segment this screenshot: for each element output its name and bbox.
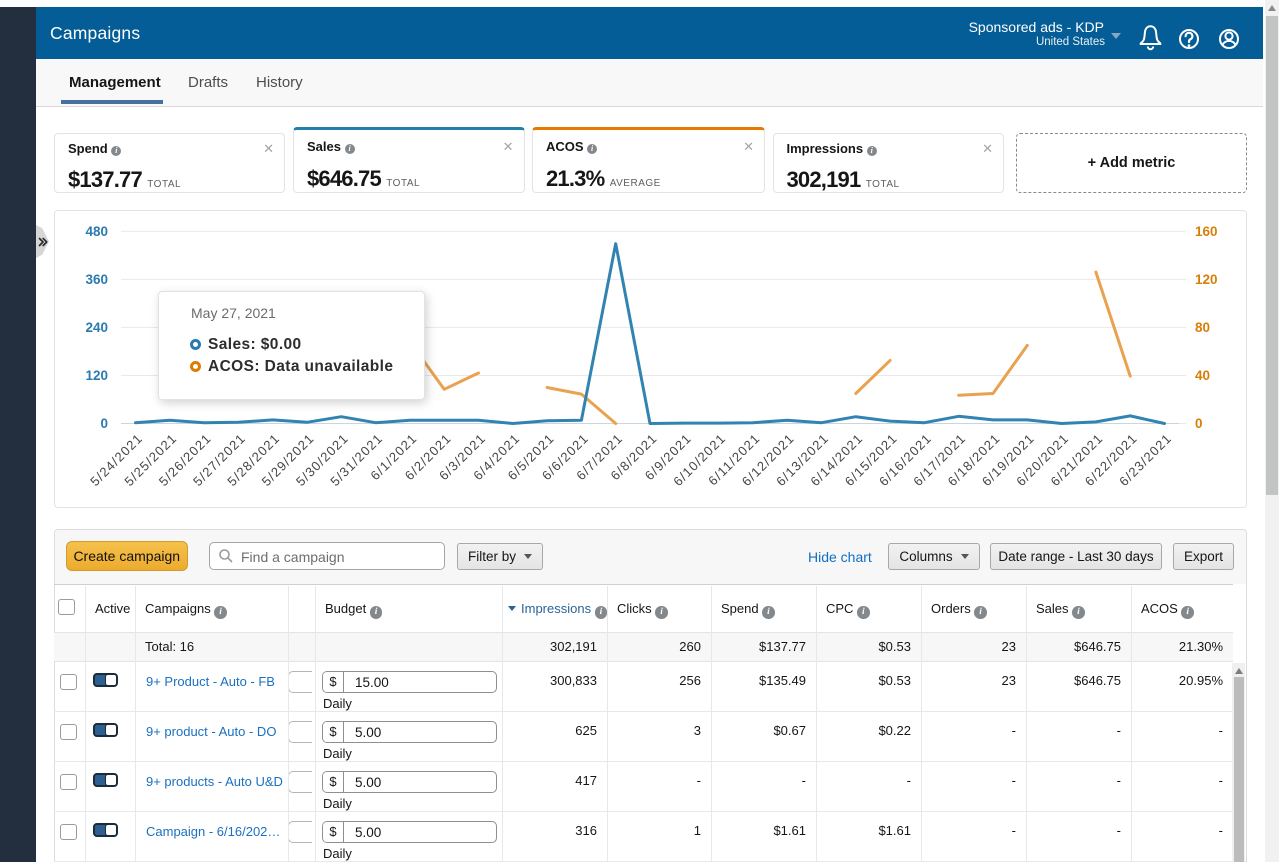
svg-text:480: 480 (85, 224, 108, 239)
svg-text:240: 240 (85, 320, 108, 335)
svg-text:160: 160 (1195, 224, 1218, 239)
svg-text:0: 0 (100, 416, 108, 431)
svg-text:360: 360 (85, 272, 108, 287)
svg-text:120: 120 (1195, 272, 1218, 287)
svg-text:120: 120 (85, 368, 108, 383)
svg-text:80: 80 (1195, 320, 1210, 335)
svg-text:0: 0 (1195, 416, 1203, 431)
svg-text:40: 40 (1195, 368, 1210, 383)
